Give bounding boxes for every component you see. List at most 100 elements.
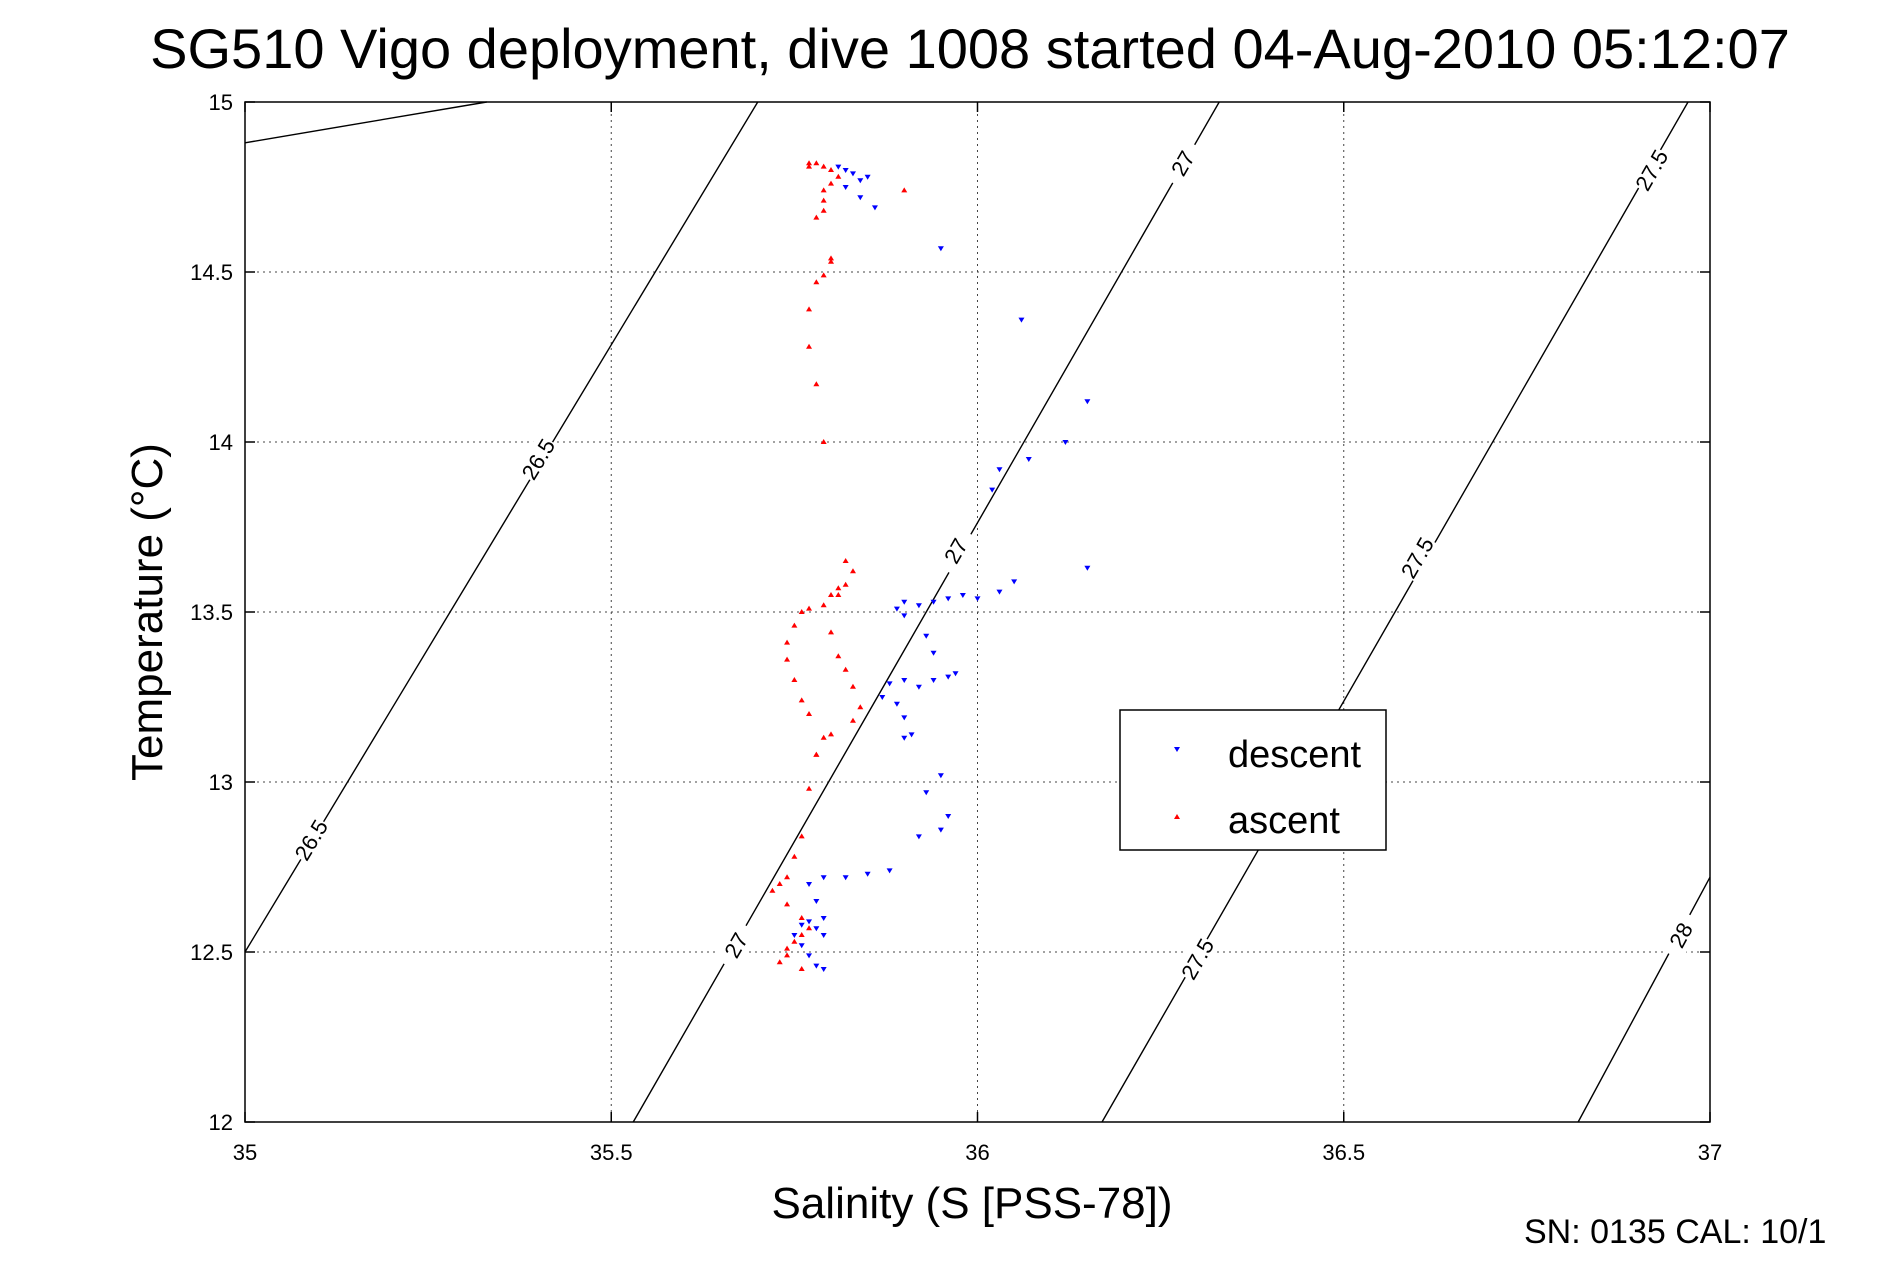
ascent-point <box>828 167 834 172</box>
descent-point <box>923 633 930 639</box>
descent-point <box>952 671 959 677</box>
contour-label-bg <box>1394 532 1440 584</box>
ascent-point <box>798 915 805 920</box>
ascent-point <box>820 187 827 193</box>
ascent-point <box>791 677 798 682</box>
ascent-point <box>820 439 827 444</box>
descent-point <box>1025 457 1032 462</box>
ascent-point <box>813 160 820 166</box>
descent-point <box>945 596 952 602</box>
descent-point <box>1084 565 1091 571</box>
ascent-point <box>798 932 805 937</box>
x-tick-label: 36 <box>965 1140 989 1165</box>
ascent-point <box>784 639 791 645</box>
ascent-point <box>842 581 849 587</box>
ascent-point <box>820 272 827 278</box>
descent-point <box>835 164 842 170</box>
y-tick-label: 12 <box>209 1110 233 1135</box>
descent-point <box>842 168 849 173</box>
data-points <box>769 160 1091 972</box>
ascent-point <box>820 734 827 740</box>
y-axis: 12 12.5 13 13.5 14 14.5 15 <box>190 90 1710 1135</box>
legend-descent-marker <box>1174 747 1180 752</box>
ascent-point <box>813 279 820 285</box>
chart-title: SG510 Vigo deployment, dive 1008 started… <box>150 17 1790 80</box>
descent-point <box>806 919 813 925</box>
contour-label-bg <box>933 525 978 577</box>
descent-point <box>1062 440 1069 445</box>
descent-point <box>923 790 930 796</box>
y-tick-label: 13.5 <box>190 600 233 625</box>
ascent-point <box>842 558 849 563</box>
descent-point <box>842 875 849 881</box>
ascent-point <box>828 731 834 737</box>
ascent-point <box>849 568 856 574</box>
descent-point <box>806 882 813 887</box>
contour-label-bg <box>1160 137 1205 189</box>
contour-label-bg <box>1629 144 1674 196</box>
ascent-point <box>776 959 783 965</box>
descent-point <box>996 467 1003 473</box>
ascent-point <box>806 605 813 611</box>
ascent-point <box>784 874 791 880</box>
descent-point <box>937 827 944 833</box>
descent-point <box>1084 399 1091 405</box>
ascent-point <box>820 197 827 203</box>
x-tick-label: 35 <box>233 1140 257 1165</box>
descent-point <box>864 174 871 180</box>
descent-point <box>813 963 820 969</box>
ascent-point <box>842 666 849 672</box>
density-contour-line <box>244 101 759 953</box>
ascent-point <box>849 717 856 723</box>
descent-point <box>915 684 922 690</box>
y-tick-label: 13 <box>209 770 233 795</box>
descent-point <box>901 715 908 721</box>
descent-point <box>945 674 952 680</box>
descent-point <box>901 599 908 605</box>
descent-point <box>893 606 900 612</box>
x-tick-label: 36.5 <box>1322 1140 1365 1165</box>
contour-label-bg <box>1658 909 1703 961</box>
ascent-point <box>798 697 805 703</box>
ascent-point <box>806 160 813 166</box>
ascent-point <box>791 938 798 944</box>
ascent-point <box>806 711 813 716</box>
descent-point <box>930 678 937 683</box>
ascent-point <box>857 704 864 710</box>
descent-point <box>1011 579 1018 585</box>
descent-point <box>930 650 937 656</box>
ascent-point <box>806 925 813 931</box>
ascent-point <box>813 214 820 220</box>
descent-point <box>1018 317 1025 323</box>
descent-point <box>945 814 952 819</box>
x-axis: 35 35.5 36 36.5 37 <box>233 102 1722 1165</box>
grid <box>245 102 1710 1122</box>
legend-ascent-marker <box>1174 814 1180 819</box>
descent-point <box>813 899 820 904</box>
ascent-point <box>798 609 805 614</box>
ascent-point <box>806 343 813 349</box>
descent-point <box>915 834 922 840</box>
descent-point <box>798 922 805 928</box>
descent-point <box>930 599 937 605</box>
ascent-point <box>806 785 813 791</box>
contour-label-bg <box>1175 933 1220 985</box>
descent-point <box>879 695 886 700</box>
ascent-point <box>791 853 798 859</box>
descent-point <box>806 953 813 959</box>
descent-point <box>820 916 827 921</box>
descent-point <box>974 596 981 602</box>
ascent-point <box>784 945 791 951</box>
y-tick-label: 14 <box>209 430 233 455</box>
legend-descent-label: descent <box>1228 734 1362 776</box>
descent-point <box>901 613 908 619</box>
descent-point <box>908 732 915 738</box>
ascent-point <box>820 602 827 608</box>
descent-point <box>791 933 798 938</box>
descent-point <box>864 871 871 877</box>
ascent-point <box>835 585 842 591</box>
ascent-point <box>828 629 834 635</box>
legend-ascent-label: ascent <box>1228 800 1340 842</box>
descent-point <box>996 589 1003 595</box>
